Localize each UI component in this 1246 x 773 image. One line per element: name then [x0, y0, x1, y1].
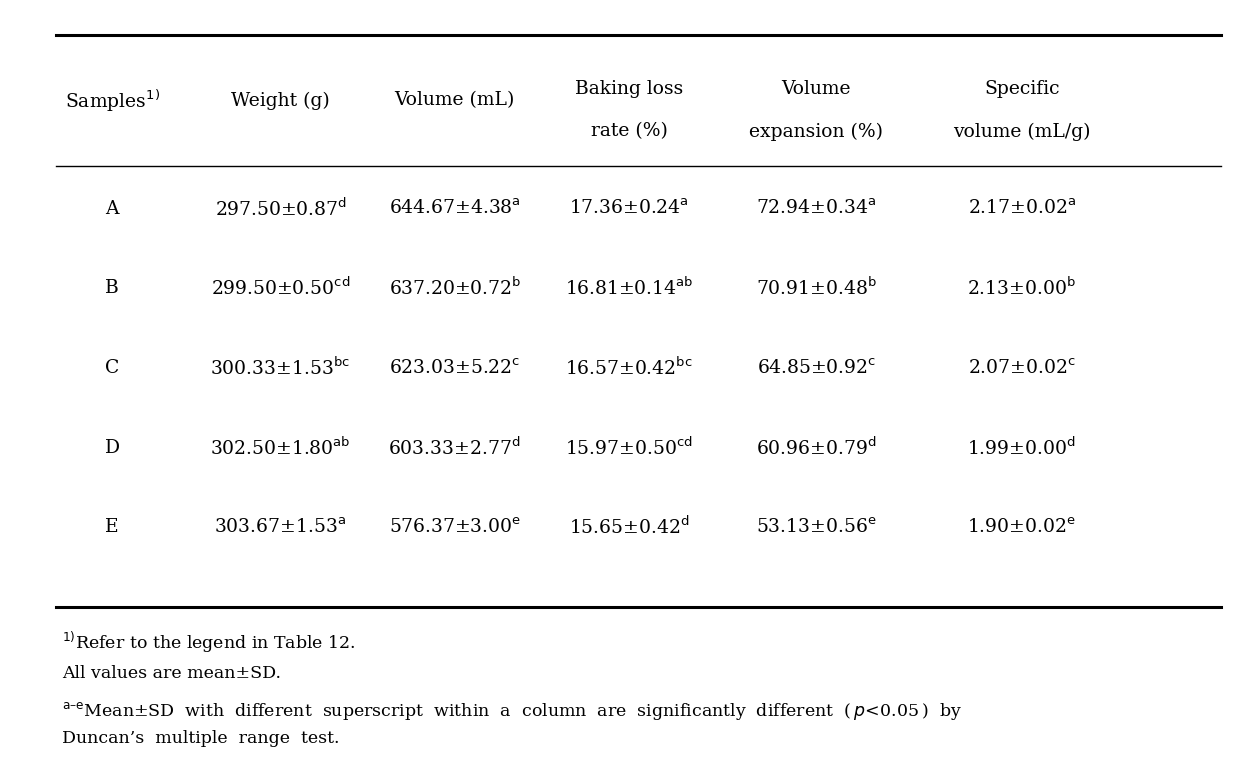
Text: 64.85±0.92$^{\mathrm{c}}$: 64.85±0.92$^{\mathrm{c}}$ [756, 358, 876, 378]
Text: 603.33±2.77$^{\mathrm{d}}$: 603.33±2.77$^{\mathrm{d}}$ [389, 437, 521, 458]
Text: 1.99±0.00$^{\mathrm{d}}$: 1.99±0.00$^{\mathrm{d}}$ [967, 437, 1077, 458]
Text: 1.90±0.02$^{\mathrm{e}}$: 1.90±0.02$^{\mathrm{e}}$ [967, 517, 1077, 537]
Text: 72.94±0.34$^{\mathrm{a}}$: 72.94±0.34$^{\mathrm{a}}$ [756, 199, 876, 219]
Text: rate (%): rate (%) [591, 122, 668, 141]
Text: 16.57±0.42$^{\mathrm{bc}}$: 16.57±0.42$^{\mathrm{bc}}$ [566, 357, 693, 379]
Text: 300.33±1.53$^{\mathrm{bc}}$: 300.33±1.53$^{\mathrm{bc}}$ [211, 357, 350, 379]
Text: Samples$^{1)}$: Samples$^{1)}$ [65, 87, 159, 114]
Text: 15.65±0.42$^{\mathrm{d}}$: 15.65±0.42$^{\mathrm{d}}$ [569, 516, 689, 538]
Text: D: D [105, 438, 120, 457]
Text: Specific: Specific [984, 80, 1059, 98]
Text: A: A [106, 199, 118, 218]
Text: 60.96±0.79$^{\mathrm{d}}$: 60.96±0.79$^{\mathrm{d}}$ [756, 437, 876, 458]
Text: 2.17±0.02$^{\mathrm{a}}$: 2.17±0.02$^{\mathrm{a}}$ [968, 199, 1075, 219]
Text: 637.20±0.72$^{\mathrm{b}}$: 637.20±0.72$^{\mathrm{b}}$ [389, 278, 521, 299]
Text: volume (mL/g): volume (mL/g) [953, 122, 1090, 141]
Text: B: B [105, 279, 120, 298]
Text: Baking loss: Baking loss [576, 80, 683, 98]
Text: E: E [106, 518, 118, 536]
Text: expansion (%): expansion (%) [749, 122, 883, 141]
Text: 17.36±0.24$^{\mathrm{a}}$: 17.36±0.24$^{\mathrm{a}}$ [569, 199, 689, 219]
Text: 16.81±0.14$^{\mathrm{ab}}$: 16.81±0.14$^{\mathrm{ab}}$ [564, 278, 694, 299]
Text: All values are mean±SD.: All values are mean±SD. [62, 665, 282, 682]
Text: Duncan’s  multiple  range  test.: Duncan’s multiple range test. [62, 730, 340, 747]
Text: 2.13±0.00$^{\mathrm{b}}$: 2.13±0.00$^{\mathrm{b}}$ [967, 278, 1077, 299]
Text: 53.13±0.56$^{\mathrm{e}}$: 53.13±0.56$^{\mathrm{e}}$ [756, 517, 876, 537]
Text: 302.50±1.80$^{\mathrm{ab}}$: 302.50±1.80$^{\mathrm{ab}}$ [211, 437, 350, 458]
Text: 623.03±5.22$^{\mathrm{c}}$: 623.03±5.22$^{\mathrm{c}}$ [389, 358, 521, 378]
Text: $^{1)}$Refer to the legend in Table 12.: $^{1)}$Refer to the legend in Table 12. [62, 630, 356, 656]
Text: Weight (g): Weight (g) [231, 91, 330, 110]
Text: C: C [105, 359, 120, 377]
Text: 70.91±0.48$^{\mathrm{b}}$: 70.91±0.48$^{\mathrm{b}}$ [755, 278, 877, 299]
Text: $^{\mathrm{a–e}}$Mean±SD  with  different  superscript  within  a  column  are  : $^{\mathrm{a–e}}$Mean±SD with different … [62, 700, 963, 721]
Text: 15.97±0.50$^{\mathrm{cd}}$: 15.97±0.50$^{\mathrm{cd}}$ [566, 437, 693, 458]
Text: 303.67±1.53$^{\mathrm{a}}$: 303.67±1.53$^{\mathrm{a}}$ [214, 517, 346, 537]
Text: 297.50±0.87$^{\mathrm{d}}$: 297.50±0.87$^{\mathrm{d}}$ [214, 198, 346, 220]
Text: 299.50±0.50$^{\mathrm{cd}}$: 299.50±0.50$^{\mathrm{cd}}$ [211, 278, 350, 299]
Text: 576.37±3.00$^{\mathrm{e}}$: 576.37±3.00$^{\mathrm{e}}$ [389, 517, 521, 537]
Text: Volume: Volume [781, 80, 851, 98]
Text: Volume (mL): Volume (mL) [395, 91, 515, 110]
Text: 644.67±4.38$^{\mathrm{a}}$: 644.67±4.38$^{\mathrm{a}}$ [389, 199, 521, 219]
Text: 2.07±0.02$^{\mathrm{c}}$: 2.07±0.02$^{\mathrm{c}}$ [968, 358, 1075, 378]
